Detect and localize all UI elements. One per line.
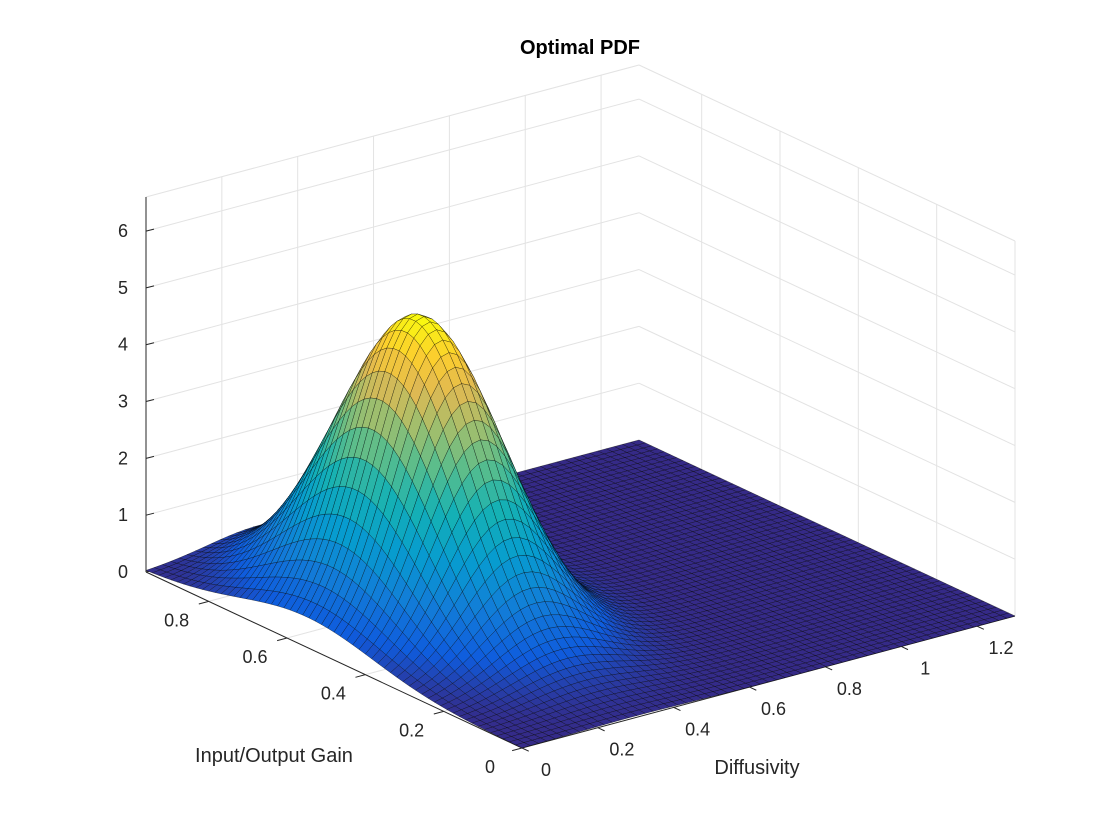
z-tick-label: 5 bbox=[118, 278, 128, 298]
grid-line bbox=[638, 98, 1016, 276]
z-tick bbox=[145, 455, 155, 459]
z-tick-label: 1 bbox=[118, 505, 128, 525]
x-axis-label: Diffusivity bbox=[714, 757, 799, 779]
z-tick bbox=[145, 342, 155, 346]
y-tick bbox=[355, 674, 366, 678]
chart-title: Optimal PDF bbox=[520, 37, 640, 59]
grid-line bbox=[638, 64, 1016, 242]
y-tick-label: 0.8 bbox=[164, 610, 189, 630]
y-axis-label: Input/Output Gain bbox=[195, 745, 353, 767]
grid-line bbox=[638, 325, 1016, 503]
x-tick bbox=[901, 646, 909, 651]
z-tick-label: 2 bbox=[118, 448, 128, 468]
y-tick-label: 0.4 bbox=[321, 684, 346, 704]
x-tick-label: 1 bbox=[920, 658, 930, 678]
x-tick-label: 0.2 bbox=[609, 740, 634, 760]
z-tick bbox=[145, 512, 155, 516]
y-tick-label: 0.6 bbox=[242, 647, 267, 667]
z-tick-label: 6 bbox=[118, 221, 128, 241]
z-tick-label: 3 bbox=[118, 392, 128, 412]
x-tick bbox=[825, 666, 833, 671]
labels: Optimal PDF Diffusivity Input/Output Gai… bbox=[195, 37, 800, 779]
x-tick-label: 0.4 bbox=[685, 719, 710, 739]
grid-line bbox=[638, 382, 1016, 560]
grid-line bbox=[145, 64, 640, 198]
surface-patch bbox=[515, 742, 531, 749]
y-tick bbox=[277, 637, 288, 642]
grid-line bbox=[145, 155, 640, 289]
surface-plot bbox=[145, 313, 1016, 749]
x-tick bbox=[521, 747, 529, 752]
y-tick bbox=[198, 600, 209, 605]
y-tick-label: 0.2 bbox=[399, 720, 424, 740]
y-tick bbox=[512, 747, 523, 752]
z-tick bbox=[145, 228, 155, 232]
z-tick bbox=[145, 285, 155, 289]
grid-line bbox=[638, 212, 1016, 390]
z-tick-label: 0 bbox=[118, 562, 128, 582]
x-tick-label: 0.6 bbox=[761, 699, 786, 719]
x-tick bbox=[749, 686, 757, 691]
x-tick bbox=[673, 706, 681, 712]
y-tick-label: 0 bbox=[485, 757, 495, 777]
x-tick bbox=[597, 727, 605, 732]
y-tick bbox=[433, 710, 444, 715]
grid-line bbox=[638, 269, 1016, 446]
grid-line bbox=[638, 155, 1016, 333]
x-tick-label: 1.2 bbox=[989, 638, 1014, 658]
x-tick-label: 0 bbox=[541, 760, 551, 780]
x-tick bbox=[976, 625, 985, 630]
grid-line bbox=[145, 98, 640, 232]
z-tick bbox=[145, 399, 155, 403]
z-tick-label: 4 bbox=[118, 335, 128, 355]
grid-line bbox=[145, 212, 640, 346]
x-tick-label: 0.8 bbox=[837, 679, 862, 699]
